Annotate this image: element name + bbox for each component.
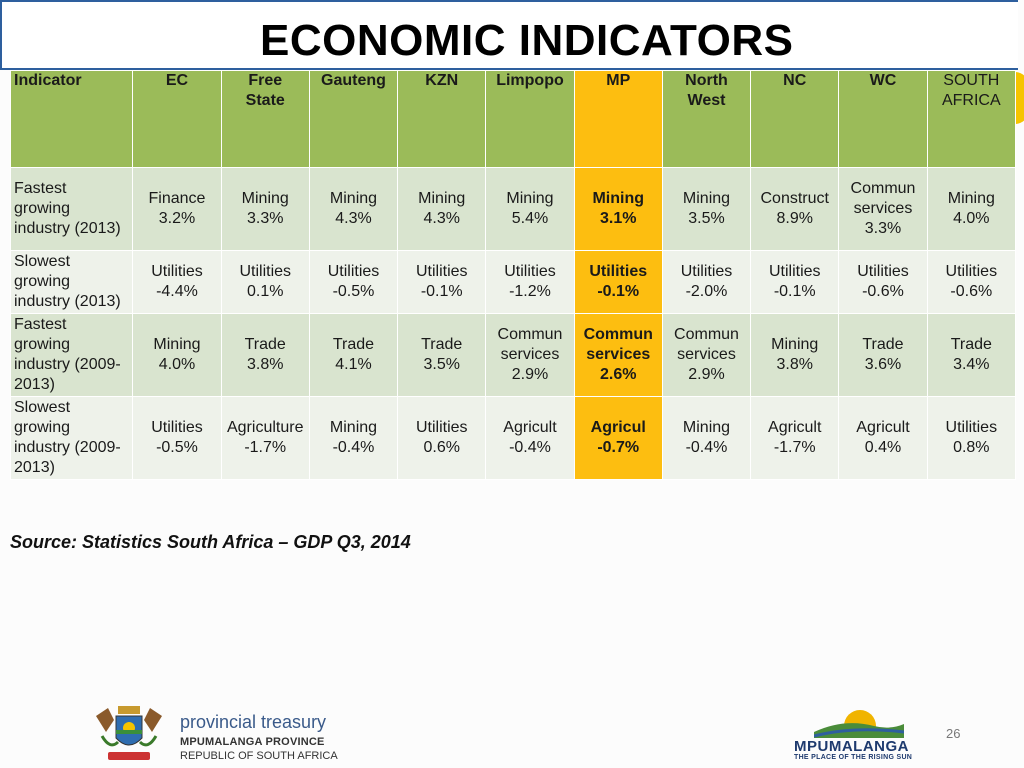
table-cell: Utilities -0.6% [838,250,928,314]
table-cell: Mining 5.4% [485,167,575,251]
table-cell: Utilities -1.2% [485,250,575,314]
mpumalanga-tagline: THE PLACE OF THE RISING SUN [794,754,913,761]
page-title: ECONOMIC INDICATORS [260,16,794,65]
table-cell: Agricult 0.4% [838,396,928,480]
row-label: Slowest growing industry (2013) [9,250,134,314]
table-cell: Mining -0.4% [661,396,752,480]
row-label: Slowest growing industry (2009- 2013) [9,396,134,480]
coat-of-arms-icon [96,706,162,760]
table-cell: Agricult -1.7% [750,396,840,480]
header-mp: MP [573,70,663,168]
table-cell: Utilities -4.4% [132,250,222,314]
header-south-africa: SOUTH AFRICA [926,70,1017,168]
table-row: Fastest growing industry (2013) Finance … [9,167,1017,251]
sun-decoration-icon [1015,72,1024,124]
rising-sun-icon [814,710,904,738]
table-cell: Construct 8.9% [750,167,840,251]
table-cell: Trade 3.4% [926,313,1017,397]
header-gauteng: Gauteng [308,70,399,168]
table-cell: Mining 4.0% [132,313,222,397]
table-cell-highlighted: Mining 3.1% [573,167,663,251]
header-limpopo: Limpopo [485,70,575,168]
page-number: 26 [946,726,961,741]
table-cell: Mining 3.5% [661,167,752,251]
table-cell: Commun services 2.9% [661,313,752,397]
table-cell: Utilities -2.0% [661,250,752,314]
mpumalanga-logo: MPUMALANGA THE PLACE OF THE RISING SUN [794,702,914,764]
header-kzn: KZN [397,70,487,168]
province-name: MPUMALANGA PROVINCE [180,736,325,748]
table-cell: Mining 4.0% [926,167,1017,251]
source-note: Source: Statistics South Africa – GDP Q3… [10,532,411,552]
table-cell: Utilities -0.1% [397,250,487,314]
table-cell: Commun services 2.9% [485,313,575,397]
table-cell-highlighted: Commun services 2.6% [573,313,663,397]
table-cell: Trade 3.8% [220,313,310,397]
table-row: Slowest growing industry (2009- 2013) Ut… [9,396,1017,480]
table-cell: Mining 3.3% [220,167,310,251]
table-cell: Utilities -0.6% [926,250,1017,314]
table-cell-highlighted: Agricul -0.7% [573,396,663,480]
table-cell: Utilities 0.6% [397,396,487,480]
table-cell: Utilities -0.5% [132,396,222,480]
indicators-table: Indicator EC Free State Gauteng KZN Limp… [9,70,1017,480]
republic-name: REPUBLIC OF SOUTH AFRICA [180,750,338,762]
table-cell: Agriculture -1.7% [220,396,310,480]
row-label: Fastest growing industry (2013) [9,167,134,251]
header-wc: WC [838,70,928,168]
table-cell: Utilities -0.5% [308,250,399,314]
header-row: Indicator EC Free State Gauteng KZN Limp… [9,70,1017,168]
treasury-name: provincial treasury [180,712,327,732]
header-free-state: Free State [220,70,310,168]
table-cell: Mining -0.4% [308,396,399,480]
table-cell: Mining 4.3% [308,167,399,251]
provincial-treasury-logo: provincial treasury MPUMALANGA PROVINCE … [88,700,338,766]
table-cell: Utilities 0.1% [220,250,310,314]
table-cell: Mining 4.3% [397,167,487,251]
table-cell: Utilities 0.8% [926,396,1017,480]
header-north-west: North West [661,70,752,168]
table-cell: Commun services 3.3% [838,167,928,251]
table-row: Slowest growing industry (2013) Utilitie… [9,250,1017,314]
table-cell: Trade 3.6% [838,313,928,397]
table-cell: Trade 3.5% [397,313,487,397]
header-ec: EC [132,70,222,168]
header-indicator: Indicator [9,70,134,168]
table-cell: Mining 3.8% [750,313,840,397]
table-cell-highlighted: Utilities -0.1% [573,250,663,314]
table-cell: Finance 3.2% [132,167,222,251]
row-label: Fastest growing industry (2009- 2013) [9,313,134,397]
mpumalanga-wordmark: MPUMALANGA [794,738,909,755]
table-row: Fastest growing industry (2009- 2013) Mi… [9,313,1017,397]
table-cell: Trade 4.1% [308,313,399,397]
header-nc: NC [750,70,840,168]
table-cell: Utilities -0.1% [750,250,840,314]
table-cell: Agricult -0.4% [485,396,575,480]
title-bar: ECONOMIC INDICATORS [0,0,1018,70]
